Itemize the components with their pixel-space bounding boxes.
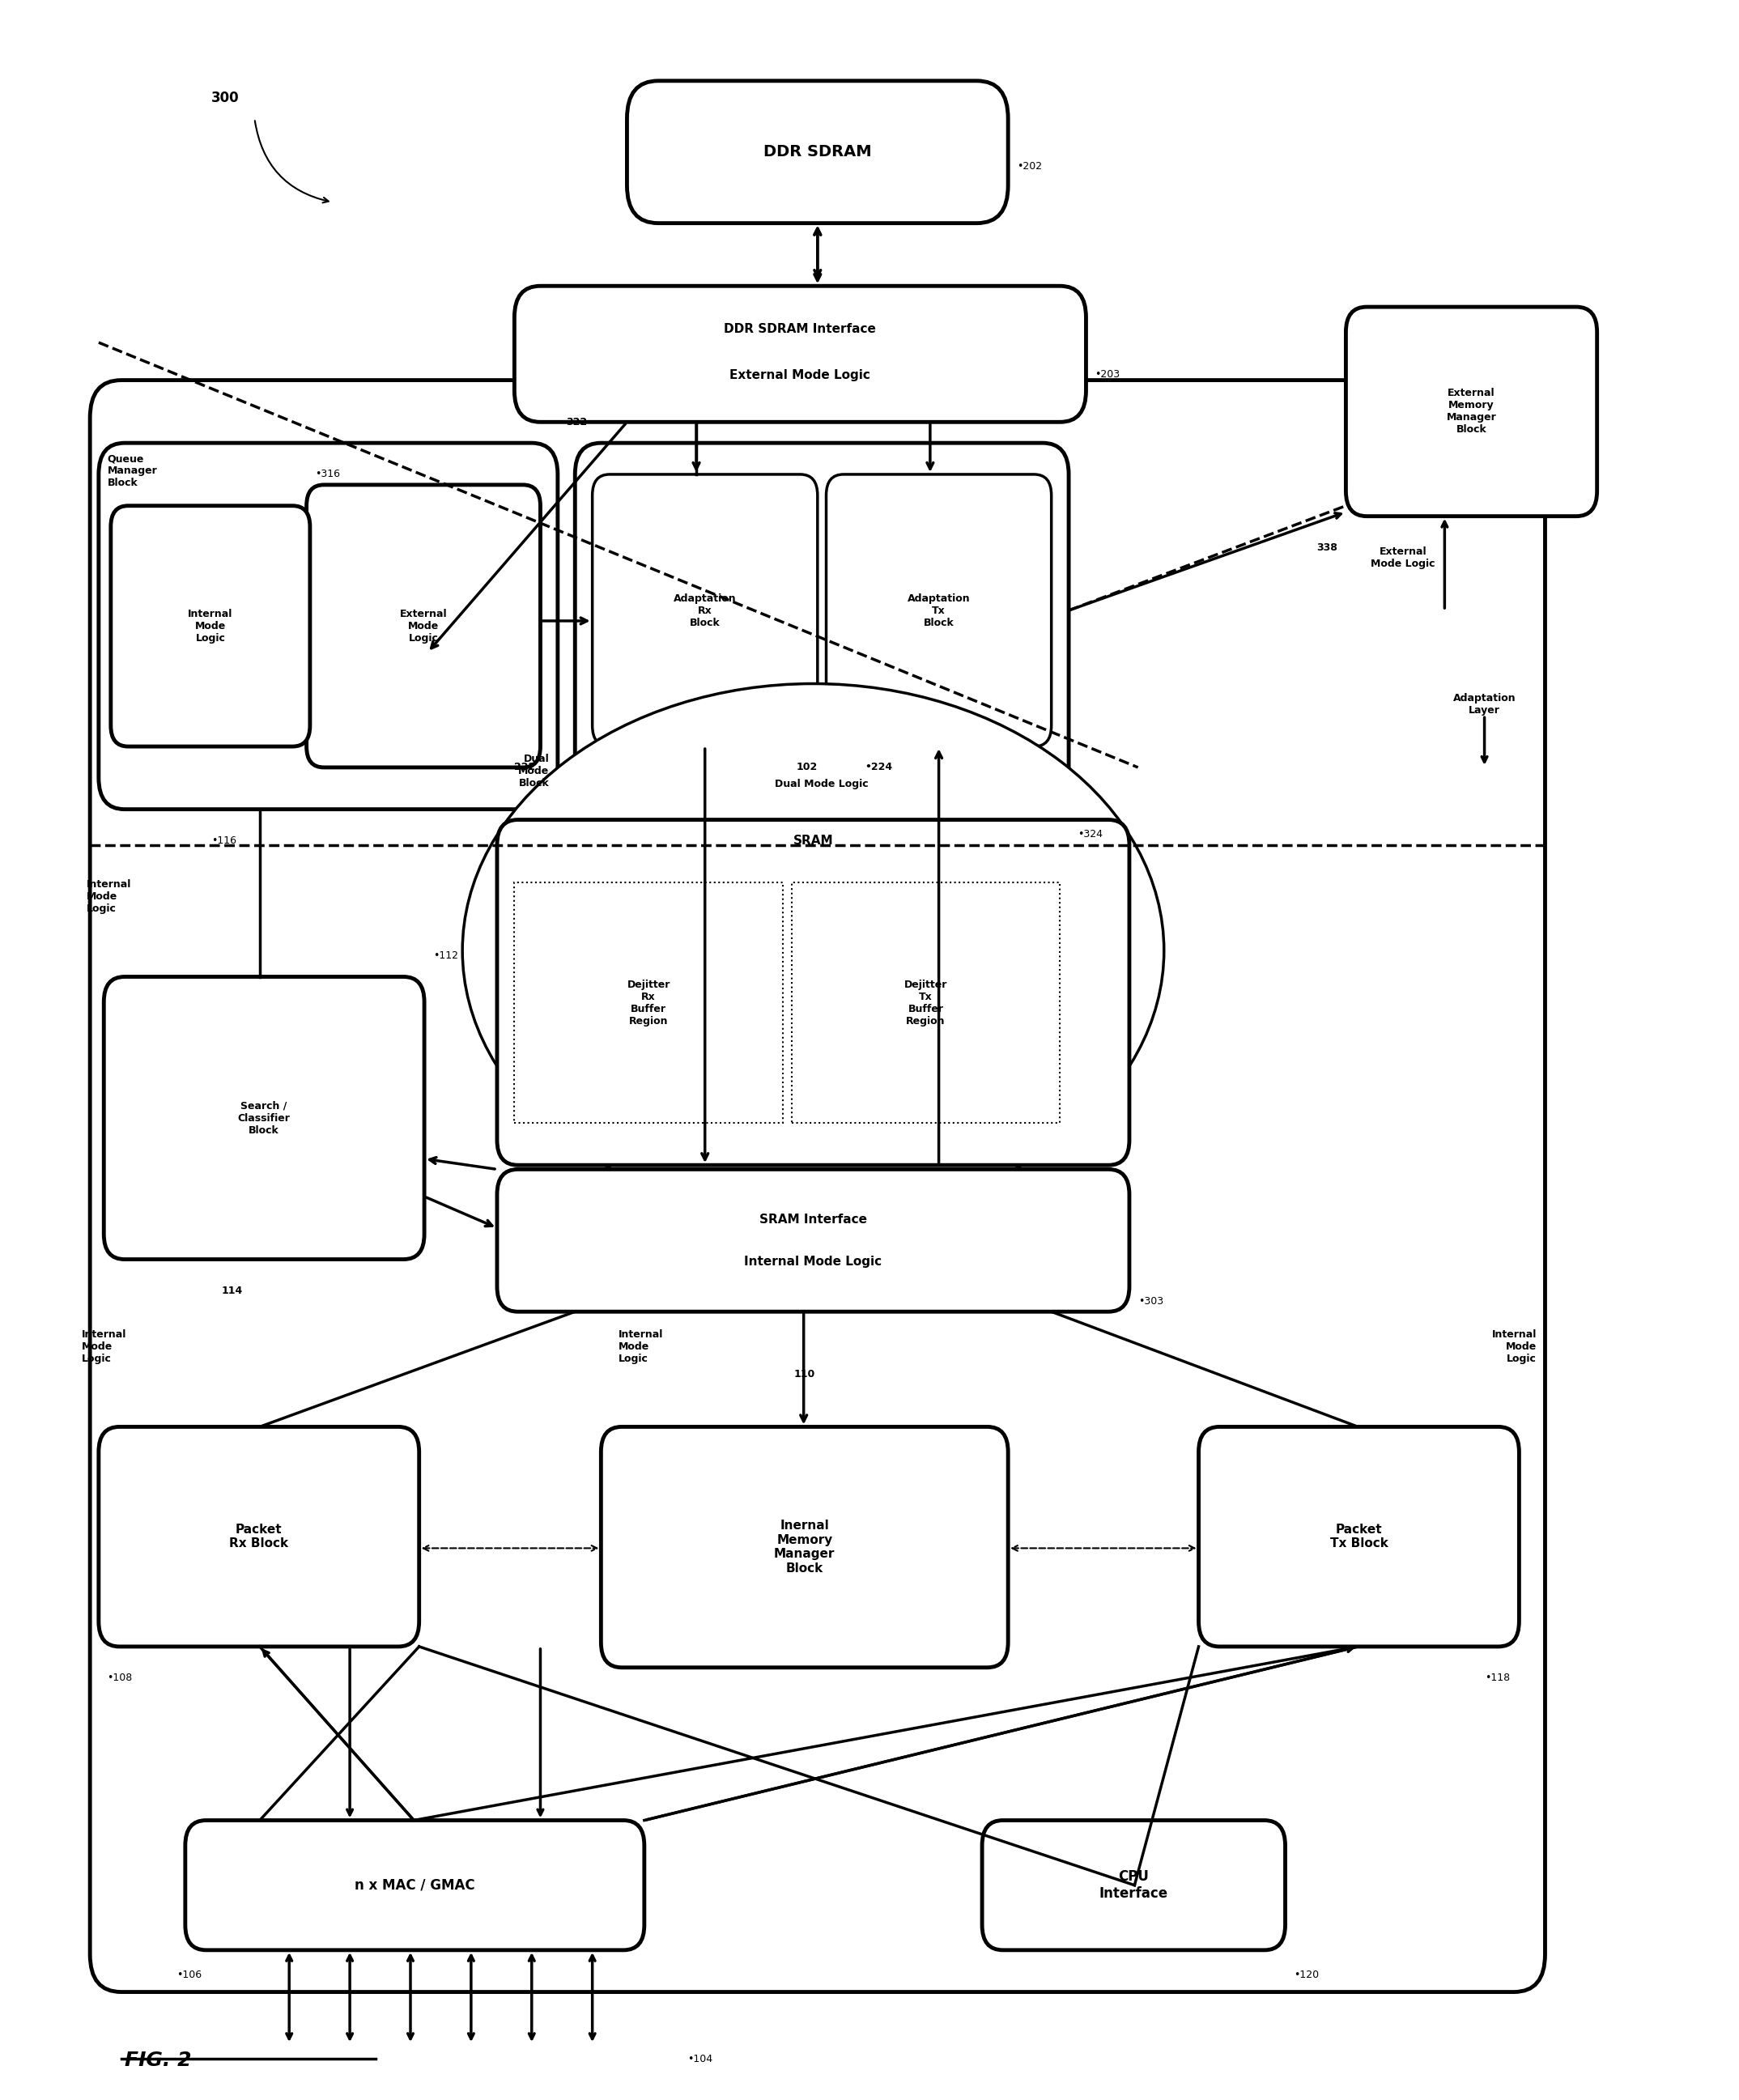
FancyBboxPatch shape	[99, 1426, 419, 1646]
Ellipse shape	[463, 685, 1163, 1218]
FancyBboxPatch shape	[111, 506, 310, 745]
Text: Internal
Mode
Logic: Internal Mode Logic	[619, 1329, 663, 1365]
Text: Internal
Mode
Logic: Internal Mode Logic	[188, 609, 233, 643]
Bar	[515, 882, 783, 1124]
Text: •104: •104	[687, 2054, 713, 2064]
Text: Internal Mode Logic: Internal Mode Logic	[744, 1256, 882, 1268]
Text: SRAM Interface: SRAM Interface	[760, 1214, 868, 1226]
Text: SRAM: SRAM	[793, 834, 833, 846]
Text: Dejitter
Rx
Buffer
Region: Dejitter Rx Buffer Region	[628, 979, 670, 1027]
Text: 102: 102	[796, 762, 817, 773]
FancyBboxPatch shape	[497, 1170, 1129, 1312]
Text: Inernal
Memory
Manager
Block: Inernal Memory Manager Block	[774, 1520, 835, 1575]
FancyBboxPatch shape	[826, 475, 1052, 745]
FancyBboxPatch shape	[515, 286, 1087, 422]
FancyBboxPatch shape	[593, 475, 817, 745]
Text: External
Mode
Logic: External Mode Logic	[400, 609, 447, 643]
Text: Internal
Mode
Logic: Internal Mode Logic	[1492, 1329, 1537, 1365]
FancyBboxPatch shape	[497, 819, 1129, 1166]
FancyBboxPatch shape	[1198, 1426, 1520, 1646]
Text: Internal
Mode
Logic: Internal Mode Logic	[82, 1329, 127, 1365]
Text: •316: •316	[315, 468, 341, 479]
FancyBboxPatch shape	[186, 1821, 645, 1951]
Text: •120: •120	[1294, 1970, 1320, 1980]
FancyBboxPatch shape	[576, 443, 1069, 808]
FancyBboxPatch shape	[983, 1821, 1285, 1951]
Text: External Mode Logic: External Mode Logic	[730, 370, 871, 380]
FancyBboxPatch shape	[628, 80, 1009, 223]
Text: 110: 110	[795, 1369, 816, 1380]
Text: •324: •324	[1078, 830, 1103, 840]
Text: Adaptation
Layer: Adaptation Layer	[1454, 693, 1516, 716]
Text: 300: 300	[210, 90, 240, 105]
Text: External
Memory
Manager
Block: External Memory Manager Block	[1447, 388, 1497, 435]
Text: External
Mode Logic: External Mode Logic	[1370, 546, 1435, 569]
Text: •303: •303	[1137, 1296, 1163, 1306]
Text: Adaptation
Rx
Block: Adaptation Rx Block	[673, 592, 736, 628]
Text: DDR SDRAM Interface: DDR SDRAM Interface	[723, 323, 876, 334]
Text: n x MAC / GMAC: n x MAC / GMAC	[355, 1877, 475, 1892]
Text: •224: •224	[866, 762, 892, 773]
Text: •203: •203	[1094, 370, 1120, 380]
Text: Dejitter
Tx
Buffer
Region: Dejitter Tx Buffer Region	[904, 979, 948, 1027]
FancyBboxPatch shape	[90, 380, 1544, 1993]
Text: •118: •118	[1485, 1674, 1511, 1684]
Text: Queue
Manager
Block: Queue Manager Block	[108, 454, 157, 487]
Text: •106: •106	[177, 1970, 202, 1980]
Text: Dual Mode Logic: Dual Mode Logic	[776, 779, 870, 790]
FancyBboxPatch shape	[1346, 307, 1596, 517]
Text: 114: 114	[221, 1285, 243, 1296]
Text: FIG. 2: FIG. 2	[125, 2050, 191, 2071]
FancyBboxPatch shape	[104, 976, 424, 1260]
Text: •112: •112	[433, 951, 457, 962]
Text: Packet
Rx Block: Packet Rx Block	[230, 1525, 289, 1550]
Text: DDR SDRAM: DDR SDRAM	[763, 145, 871, 160]
Text: Dual
Mode
Block: Dual Mode Block	[518, 754, 550, 788]
FancyBboxPatch shape	[99, 443, 558, 808]
Text: CPU
Interface: CPU Interface	[1099, 1869, 1169, 1900]
Bar	[791, 882, 1061, 1124]
Text: •202: •202	[1017, 162, 1042, 172]
FancyBboxPatch shape	[306, 485, 541, 766]
FancyBboxPatch shape	[602, 1426, 1009, 1667]
Text: 322: 322	[567, 416, 588, 426]
Text: Internal
Mode
Logic: Internal Mode Logic	[87, 880, 132, 914]
Text: Adaptation
Tx
Block: Adaptation Tx Block	[908, 592, 970, 628]
Text: Search /
Classifier
Block: Search / Classifier Block	[238, 1100, 290, 1136]
Text: 222: 222	[515, 762, 536, 773]
Text: 338: 338	[1316, 542, 1337, 552]
Text: Packet
Tx Block: Packet Tx Block	[1330, 1525, 1388, 1550]
Text: •108: •108	[108, 1674, 132, 1684]
Text: •116: •116	[210, 836, 237, 846]
